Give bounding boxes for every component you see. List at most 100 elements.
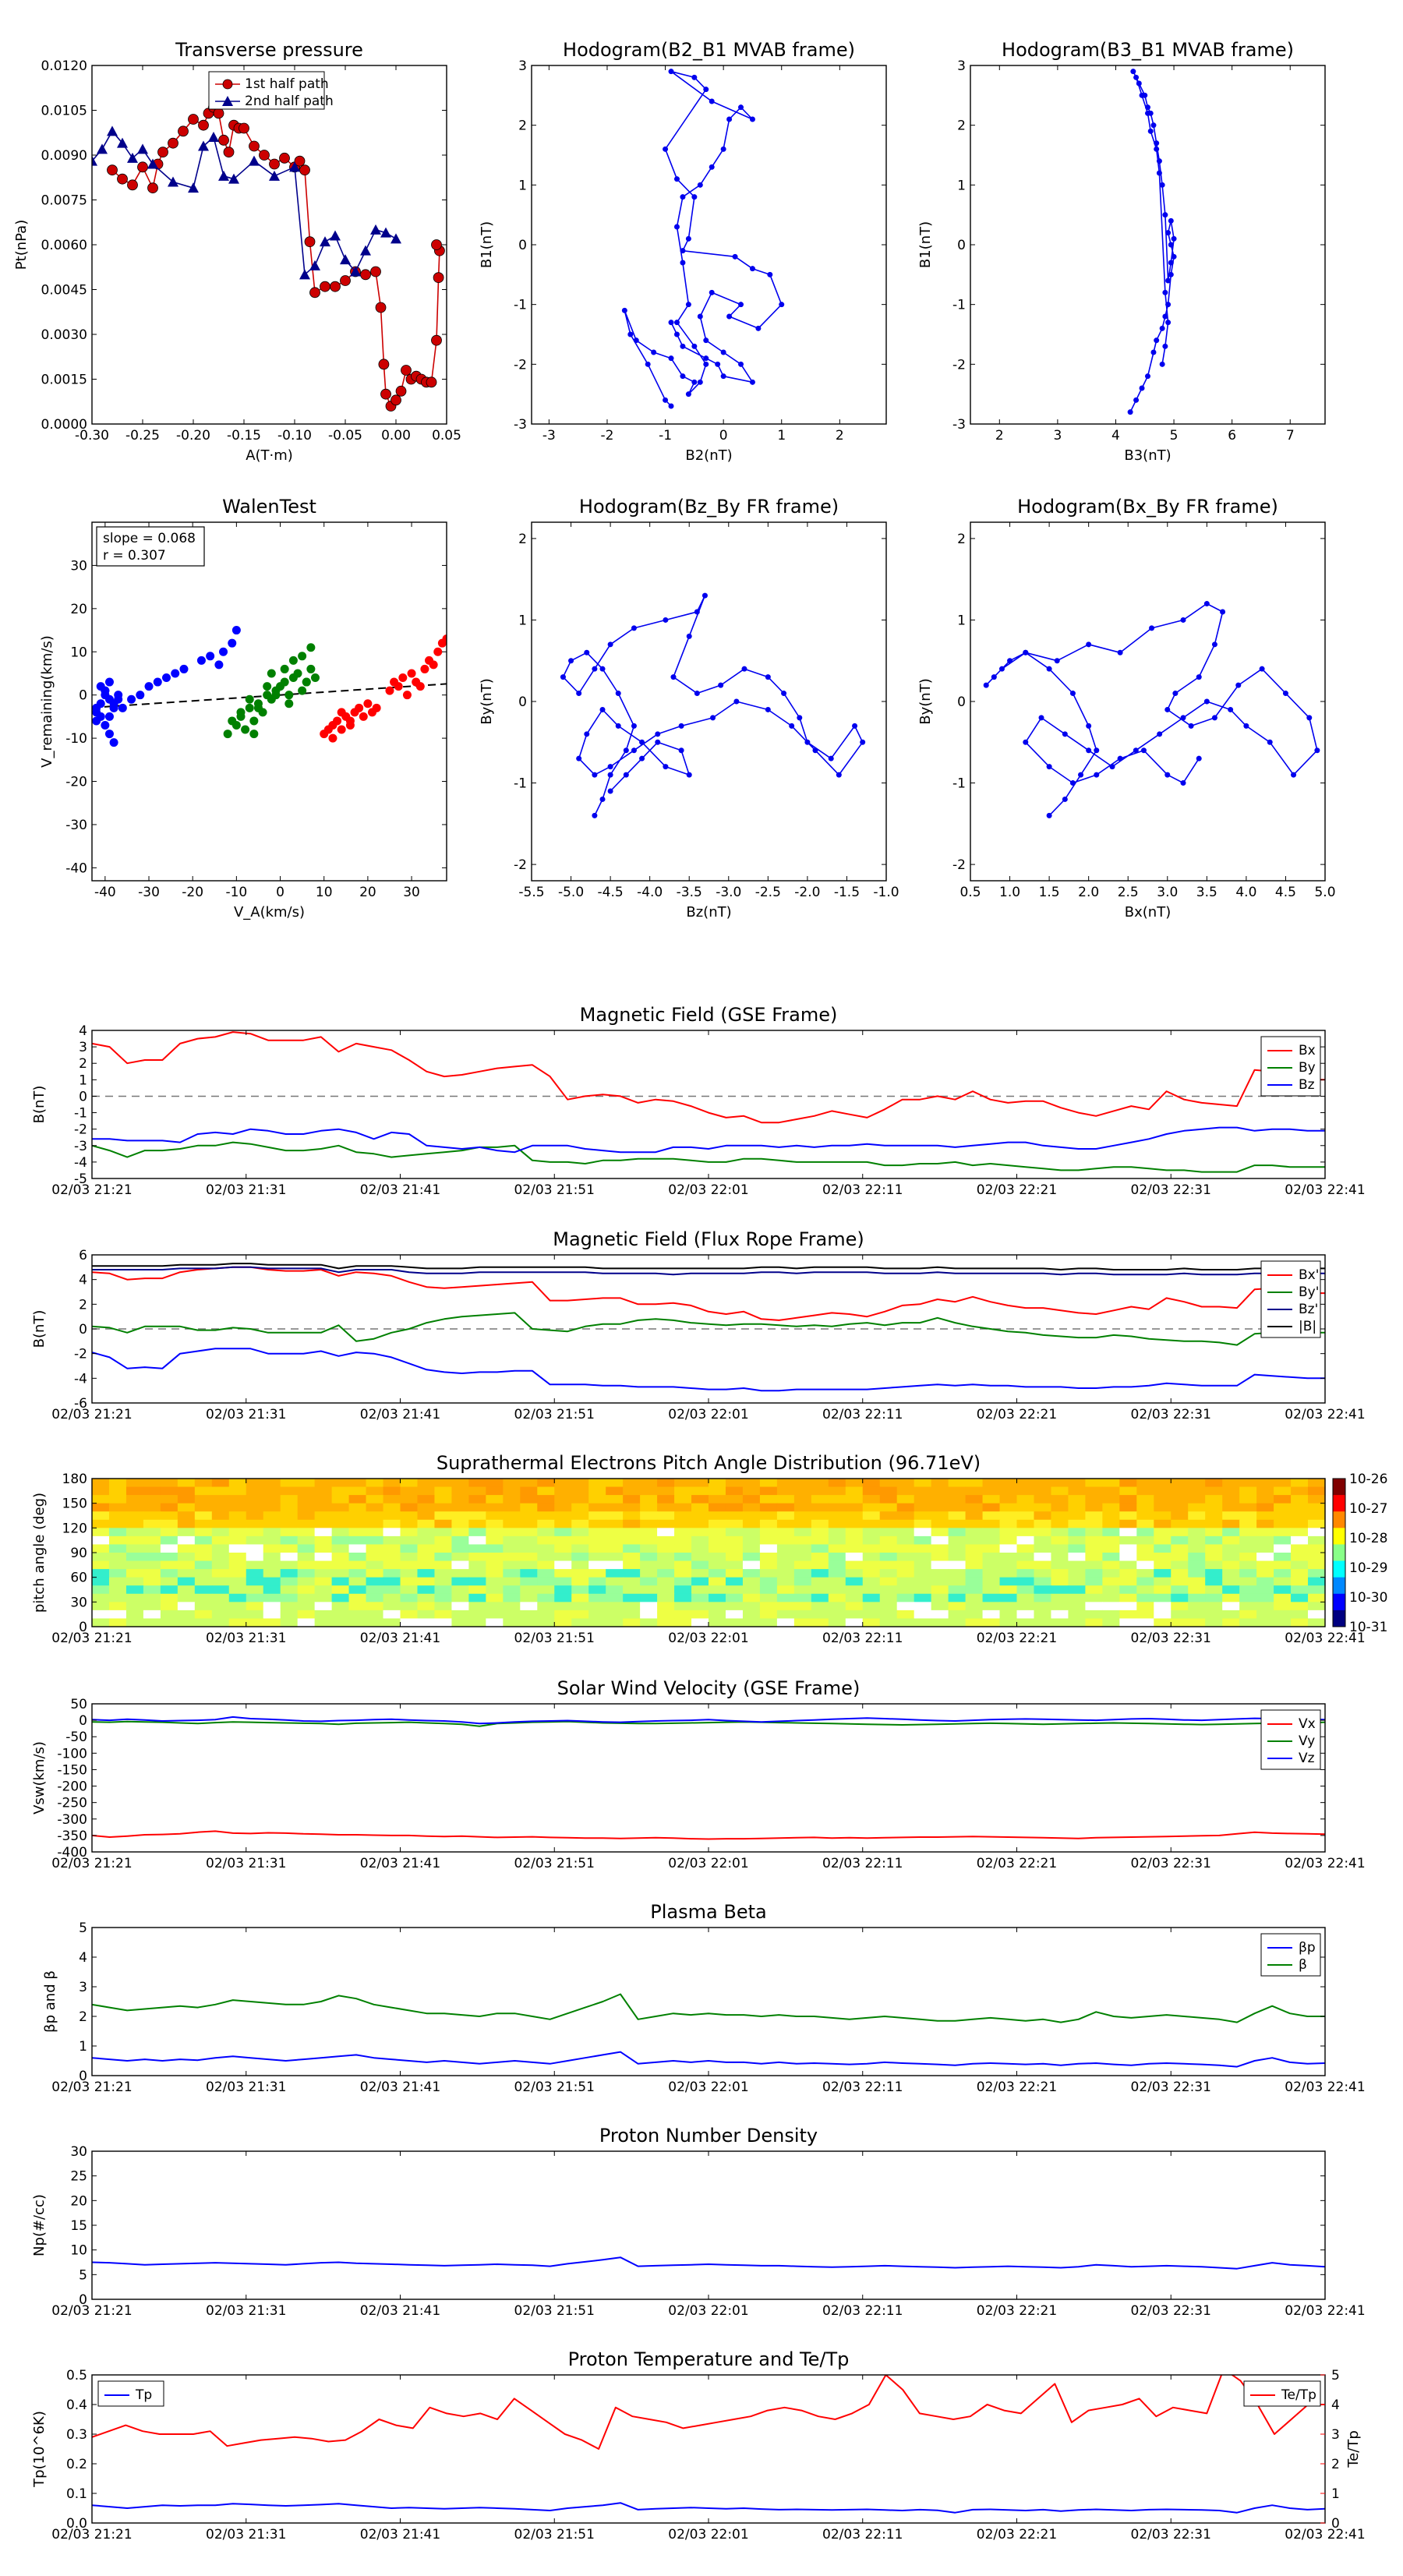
heatmap-cell <box>606 1544 624 1553</box>
heatmap-cell <box>143 1593 161 1602</box>
heatmap-cell <box>1051 1479 1069 1488</box>
heatmap-cell <box>1291 1511 1309 1521</box>
heatmap-cell <box>537 1479 555 1488</box>
heatmap-cell <box>383 1486 401 1496</box>
heatmap-cell <box>1188 1519 1206 1528</box>
heatmap-cell <box>709 1528 726 1537</box>
heatmap-cell <box>417 1486 436 1496</box>
plot-area <box>92 1993 1325 2068</box>
heatmap-cell <box>503 1553 521 1562</box>
heatmap-cell <box>468 1503 486 1512</box>
heatmap-cell <box>845 1511 864 1521</box>
y-tick-label: 0.2 <box>66 2457 87 2472</box>
heatmap-cell <box>400 1479 419 1488</box>
x-tick-label: 02/03 22:21 <box>977 1856 1057 1871</box>
chart-hodogram-bz-by: Hodogram(Bz_By FR frame)-5.5 -5.0 -4.5 -4.0… <box>479 496 899 921</box>
data-point <box>280 664 289 673</box>
heatmap-cell <box>1016 1495 1035 1504</box>
series-line <box>92 1312 1325 1346</box>
data-point <box>592 812 598 818</box>
heatmap-cell <box>862 1528 881 1537</box>
heatmap-cell <box>640 1519 658 1528</box>
heatmap-cell <box>92 1593 110 1602</box>
heatmap-cell <box>314 1610 333 1620</box>
heatmap-cell <box>845 1495 864 1504</box>
legend: Tp <box>97 2380 164 2407</box>
heatmap-cell <box>297 1569 316 1578</box>
heatmap-cell <box>92 1585 110 1595</box>
y-tick-label: 50 <box>70 1697 87 1712</box>
heatmap-cell <box>228 1528 247 1537</box>
heatmap-cell <box>160 1528 178 1537</box>
heatmap-cell <box>931 1618 949 1627</box>
heatmap-cell <box>640 1479 658 1488</box>
heatmap-cell <box>606 1602 624 1611</box>
heatmap-cell <box>468 1602 486 1611</box>
heatmap-cell <box>606 1528 624 1537</box>
heatmap-cell <box>742 1577 761 1586</box>
heatmap-cell <box>1308 1610 1326 1620</box>
heatmap-cell <box>588 1577 606 1586</box>
heatmap-cell <box>1308 1560 1326 1570</box>
heatmap-cell <box>246 1495 264 1504</box>
heatmap-cell <box>280 1610 299 1620</box>
y-tick-label: -1 <box>952 776 966 792</box>
legend: Bx'By'Bz'|B| <box>1260 1260 1321 1338</box>
y-tick-label: -3 <box>514 417 527 433</box>
data-point <box>726 116 733 122</box>
x-axis-label: Bx(nT) <box>1125 904 1171 921</box>
x-tick-label: 02/03 22:21 <box>977 1182 1057 1198</box>
x-tick-label: 02/03 21:31 <box>206 1407 286 1422</box>
data-point <box>1165 320 1172 326</box>
heatmap-cell <box>331 1577 350 1586</box>
heatmap-cell <box>879 1618 898 1627</box>
heatmap-cell <box>486 1544 504 1553</box>
heatmap-cell <box>896 1618 915 1627</box>
heatmap-cell <box>348 1479 367 1488</box>
data-point <box>284 699 294 708</box>
heatmap-cell <box>999 1511 1018 1521</box>
heatmap-cell <box>1239 1528 1257 1537</box>
heatmap-cell <box>417 1528 436 1537</box>
heatmap-cell <box>640 1528 658 1537</box>
heatmap-cell <box>1188 1618 1206 1627</box>
heatmap-cell <box>691 1528 709 1537</box>
heatmap-cell <box>776 1486 795 1496</box>
y-tick-label: 2 <box>518 532 527 547</box>
x-tick-label: 02/03 21:41 <box>360 1407 440 1422</box>
x-tick-label: -30 <box>138 885 160 900</box>
heatmap-cell <box>383 1535 401 1546</box>
heatmap-cell <box>623 1528 641 1537</box>
heatmap-cell <box>1274 1610 1292 1620</box>
data-point <box>117 137 128 148</box>
data-point <box>639 739 645 745</box>
heatmap-cell <box>845 1577 864 1586</box>
heatmap-cell <box>1239 1535 1257 1546</box>
heatmap-cell <box>1205 1618 1223 1627</box>
data-point <box>781 691 787 697</box>
x-tick-label: 3.5 <box>1196 885 1217 900</box>
y-axis-label: B(nT) <box>31 1310 48 1348</box>
heatmap-cell <box>1085 1618 1103 1627</box>
heatmap-cell <box>348 1544 367 1553</box>
data-point <box>789 723 795 729</box>
heatmap-cell <box>125 1585 144 1595</box>
heatmap-cell <box>965 1610 984 1620</box>
heatmap-cell <box>554 1618 572 1627</box>
plot-area <box>92 1263 1325 1392</box>
plot-frame <box>91 65 447 425</box>
data-point <box>685 235 691 242</box>
heatmap-cell <box>263 1528 281 1537</box>
heatmap-cell <box>486 1503 504 1512</box>
heatmap-cell <box>1051 1602 1069 1611</box>
heatmap-cell <box>1068 1535 1086 1546</box>
heatmap-cell <box>862 1479 881 1488</box>
data-point <box>288 655 298 665</box>
heatmap-cell <box>92 1544 110 1553</box>
heatmap-cell <box>228 1511 247 1521</box>
y-tick-label: 0 <box>957 238 966 253</box>
heatmap-cell <box>1034 1511 1052 1521</box>
heatmap-cell <box>366 1602 384 1611</box>
heatmap-cell <box>468 1528 486 1537</box>
heatmap-cell <box>828 1593 846 1602</box>
